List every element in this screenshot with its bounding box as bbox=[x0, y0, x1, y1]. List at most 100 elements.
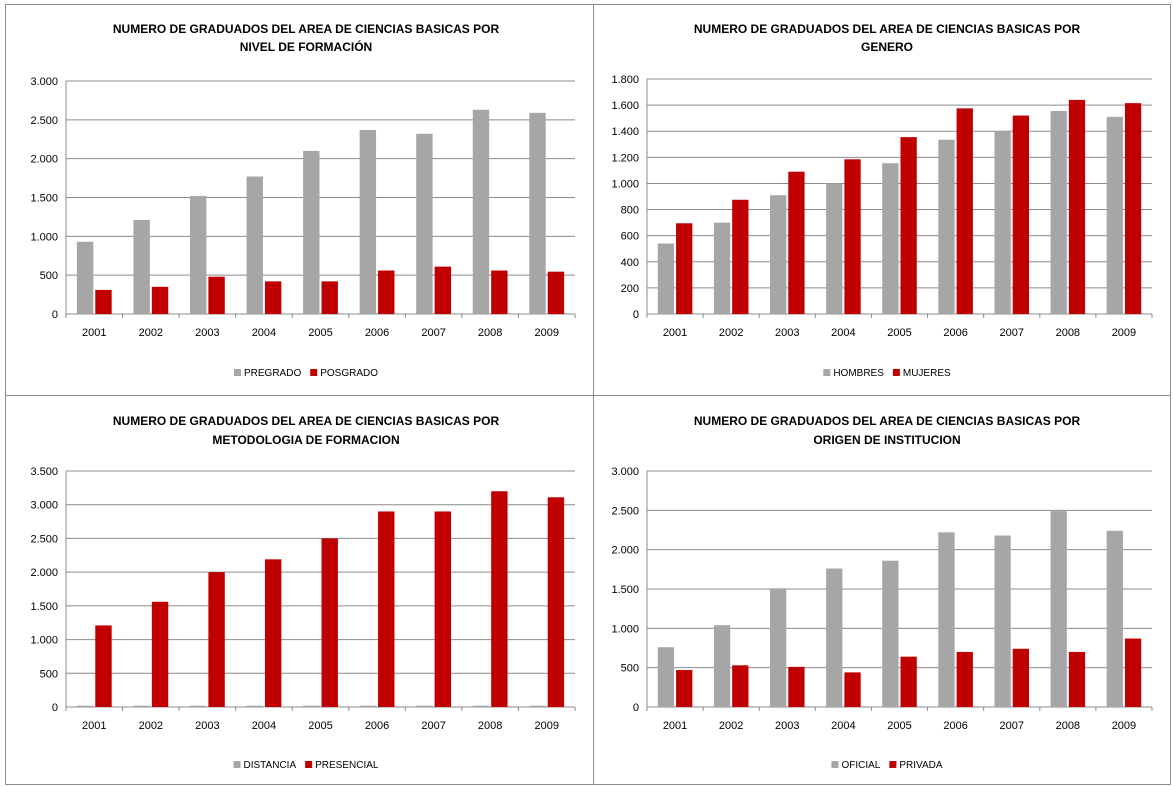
bar-oficial-2006 bbox=[938, 532, 955, 707]
bar-distancia-2006 bbox=[359, 705, 377, 707]
x-tick-label: 2004 bbox=[831, 327, 855, 339]
x-tick-label: 2005 bbox=[308, 720, 332, 732]
chart-title: NUMERO DE GRADUADOS DEL AREA DE CIENCIAS… bbox=[694, 414, 1081, 428]
bar-pregrado-2006 bbox=[359, 129, 377, 314]
x-tick-label: 2001 bbox=[82, 327, 106, 339]
legend: PREGRADO POSGRADO bbox=[233, 368, 378, 379]
y-tick-label: 0 bbox=[633, 309, 639, 321]
bar-privada-2003 bbox=[788, 666, 805, 707]
y-tick-label: 2.000 bbox=[30, 567, 58, 579]
bar-presencial-2005 bbox=[321, 538, 338, 707]
y-tick-label: 2.000 bbox=[30, 154, 58, 166]
legend-label-privada: PRIVADA bbox=[899, 760, 942, 771]
x-tick-label: 2003 bbox=[195, 720, 219, 732]
y-tick-label: 1.000 bbox=[611, 623, 639, 635]
bar-hombres-2001 bbox=[657, 243, 675, 314]
bar-mujeres-2004 bbox=[844, 159, 861, 314]
y-tick-label: 2.500 bbox=[611, 505, 639, 517]
bar-posgrado-2002 bbox=[151, 286, 169, 314]
y-tick-label: 400 bbox=[621, 257, 639, 269]
x-tick-label: 2009 bbox=[1112, 327, 1136, 339]
x-tick-label: 2001 bbox=[663, 720, 687, 732]
bar-presencial-2009 bbox=[547, 497, 565, 707]
bar-presencial-2004 bbox=[264, 559, 282, 707]
bar-oficial-2003 bbox=[770, 589, 787, 707]
bar-distancia-2001 bbox=[76, 705, 94, 707]
chart-title: ORIGEN DE INSTITUCION bbox=[813, 433, 960, 447]
x-tick-label: 2001 bbox=[663, 327, 687, 339]
bar-pregrado-2003 bbox=[189, 195, 207, 314]
chart-origen: NUMERO DE GRADUADOS DEL AREA DE CIENCIAS… bbox=[611, 414, 1153, 771]
legend-swatch-mujeres bbox=[892, 369, 900, 376]
x-tick-label: 2005 bbox=[887, 327, 911, 339]
x-tick-label: 2004 bbox=[252, 720, 276, 732]
bar-pregrado-2009 bbox=[529, 112, 546, 315]
legend: OFICIAL PRIVADA bbox=[831, 760, 943, 771]
x-tick-label: 2005 bbox=[887, 720, 911, 732]
bar-distancia-2002 bbox=[133, 705, 150, 707]
legend-label-oficial: OFICIAL bbox=[841, 760, 880, 771]
legend-label-mujeres: MUJERES bbox=[903, 368, 951, 379]
bar-oficial-2002 bbox=[713, 625, 731, 707]
bar-hombres-2007 bbox=[994, 131, 1011, 314]
bar-posgrado-2008 bbox=[491, 270, 508, 314]
bar-pregrado-2002 bbox=[133, 220, 150, 314]
bar-hombres-2006 bbox=[938, 139, 955, 314]
x-tick-label: 2006 bbox=[943, 720, 967, 732]
x-tick-label: 2006 bbox=[365, 327, 389, 339]
bar-presencial-2006 bbox=[378, 511, 395, 707]
legend-swatch-presencial bbox=[305, 761, 313, 768]
y-tick-label: 600 bbox=[621, 231, 639, 243]
bar-hombres-2003 bbox=[770, 195, 787, 314]
bar-distancia-2007 bbox=[416, 705, 433, 707]
bar-oficial-2007 bbox=[994, 535, 1011, 707]
y-tick-label: 0 bbox=[52, 309, 58, 321]
x-tick-label: 2009 bbox=[1112, 720, 1136, 732]
bar-pregrado-2007 bbox=[416, 133, 433, 314]
bar-presencial-2002 bbox=[151, 601, 169, 707]
chart-title: NUMERO DE GRADUADOS DEL AREA DE CIENCIAS… bbox=[113, 414, 500, 428]
bar-mujeres-2002 bbox=[732, 199, 749, 314]
x-tick-label: 2009 bbox=[534, 720, 558, 732]
legend-swatch-posgrado bbox=[310, 369, 318, 376]
bar-posgrado-2004 bbox=[264, 281, 282, 314]
legend-label-distancia: DISTANCIA bbox=[244, 760, 297, 771]
y-tick-label: 1.500 bbox=[611, 584, 639, 596]
y-tick-label: 500 bbox=[621, 663, 639, 675]
bar-mujeres-2008 bbox=[1068, 99, 1086, 314]
y-tick-label: 2.500 bbox=[30, 115, 58, 127]
legend: DISTANCIA PRESENCIAL bbox=[233, 760, 379, 771]
y-tick-label: 1.800 bbox=[611, 74, 639, 86]
y-tick-label: 3.000 bbox=[30, 76, 58, 88]
bar-posgrado-2007 bbox=[434, 266, 452, 314]
x-tick-label: 2006 bbox=[943, 327, 967, 339]
bar-pregrado-2008 bbox=[472, 109, 490, 314]
y-tick-label: 1.000 bbox=[611, 178, 639, 190]
x-tick-label: 2002 bbox=[719, 720, 743, 732]
legend-label-presencial: PRESENCIAL bbox=[315, 760, 379, 771]
y-tick-label: 500 bbox=[40, 270, 58, 282]
bar-distancia-2008 bbox=[472, 705, 490, 707]
x-tick-label: 2001 bbox=[82, 720, 106, 732]
y-tick-label: 3.000 bbox=[30, 500, 58, 512]
legend-label-hombres: HOMBRES bbox=[833, 368, 884, 379]
y-tick-label: 1.500 bbox=[30, 193, 58, 205]
x-tick-label: 2007 bbox=[999, 720, 1023, 732]
legend-label-pregrado: PREGRADO bbox=[244, 368, 301, 379]
x-tick-label: 2007 bbox=[999, 327, 1023, 339]
chart-nivel-formacion: NUMERO DE GRADUADOS DEL AREA DE CIENCIAS… bbox=[30, 22, 576, 379]
y-tick-label: 200 bbox=[621, 283, 639, 295]
x-tick-label: 2006 bbox=[365, 720, 389, 732]
x-tick-label: 2007 bbox=[421, 327, 445, 339]
bar-distancia-2004 bbox=[246, 705, 263, 707]
chart-panel-metodologia: NUMERO DE GRADUADOS DEL AREA DE CIENCIAS… bbox=[5, 395, 594, 785]
bar-pregrado-2004 bbox=[246, 176, 263, 314]
x-tick-label: 2008 bbox=[478, 720, 502, 732]
x-tick-label: 2003 bbox=[775, 720, 799, 732]
y-tick-label: 3.000 bbox=[611, 466, 639, 478]
bar-privada-2008 bbox=[1068, 651, 1086, 707]
y-tick-label: 1.000 bbox=[30, 635, 58, 647]
bar-posgrado-2001 bbox=[95, 289, 112, 314]
bar-mujeres-2005 bbox=[900, 137, 917, 314]
chart-title: NIVEL DE FORMACIÓN bbox=[240, 39, 372, 54]
